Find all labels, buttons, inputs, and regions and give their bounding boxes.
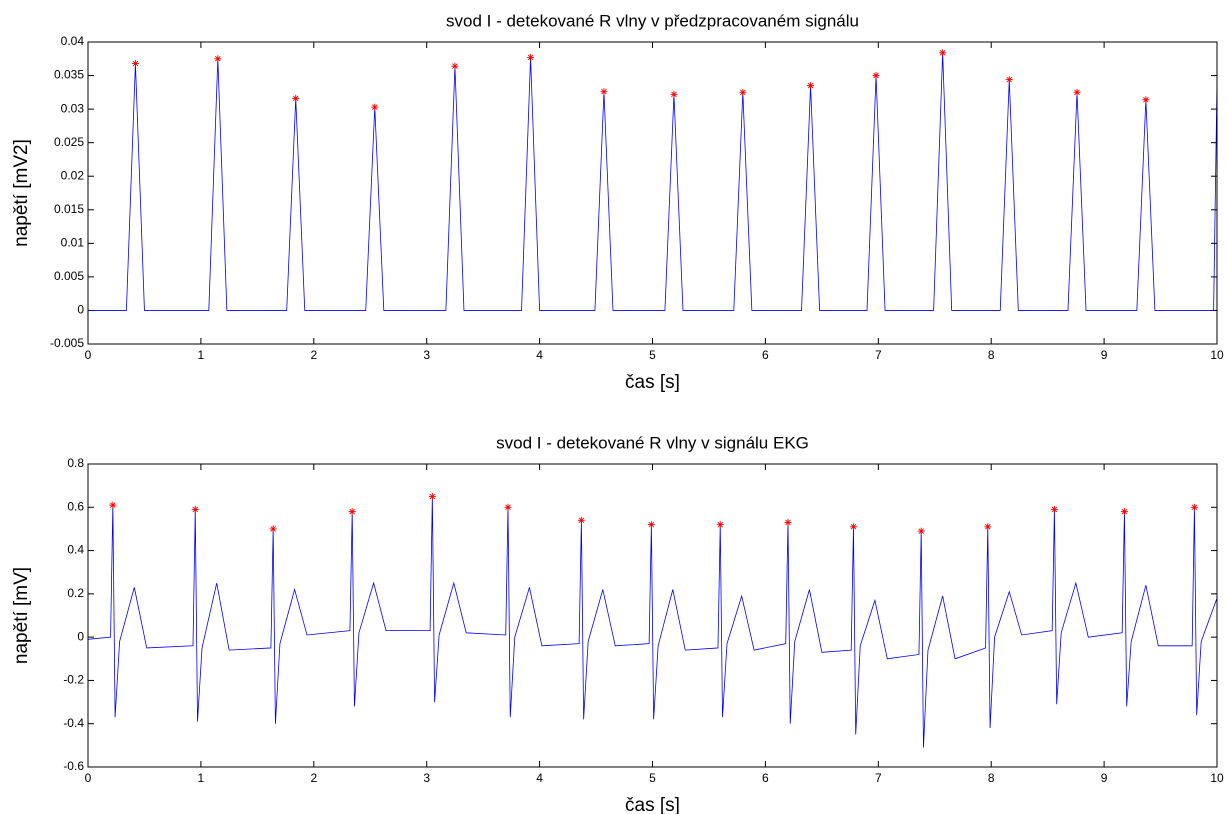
r-peak-marker xyxy=(214,55,222,63)
x-tick-label: 6 xyxy=(762,771,769,785)
x-tick-label: 4 xyxy=(536,771,543,785)
r-peak-marker xyxy=(577,516,585,524)
r-peak-marker xyxy=(269,525,277,533)
r-peak-marker xyxy=(939,49,947,57)
r-peak-marker xyxy=(1120,508,1128,516)
x-tick-label: 1 xyxy=(198,771,205,785)
r-peak-marker xyxy=(917,527,925,535)
r-peak-marker xyxy=(191,505,199,513)
r-peak-marker xyxy=(109,501,117,509)
chart-title: svod I - detekované R vlny v předzpracov… xyxy=(446,11,859,30)
x-tick-label: 6 xyxy=(762,348,769,362)
y-tick-label: -0.4 xyxy=(63,716,84,730)
y-tick-label: 0.6 xyxy=(67,499,84,513)
y-tick-label: -0.2 xyxy=(63,673,84,687)
x-tick-label: 5 xyxy=(649,348,656,362)
x-axis-label: čas [s] xyxy=(625,372,680,393)
y-tick-label: 0.015 xyxy=(54,202,84,216)
r-peak-marker xyxy=(428,492,436,500)
r-peak-marker xyxy=(1073,88,1081,96)
y-tick-label: 0 xyxy=(77,629,84,643)
r-peak-marker xyxy=(872,72,880,80)
axes-box xyxy=(87,463,1218,768)
r-peak-marker xyxy=(670,90,678,98)
axes-box xyxy=(87,41,1218,345)
plot-area xyxy=(88,42,1217,344)
r-peak-marker xyxy=(600,88,608,96)
x-tick-label: 7 xyxy=(875,348,882,362)
signal-line xyxy=(88,52,1218,311)
r-peak-marker xyxy=(527,53,535,61)
x-tick-label: 0 xyxy=(85,771,92,785)
y-axis-label: napětí [mV2] xyxy=(11,139,32,247)
r-peak-marker xyxy=(849,523,857,531)
r-peak-marker xyxy=(451,62,459,70)
x-tick-label: 9 xyxy=(1101,771,1108,785)
signal-line xyxy=(87,496,1218,748)
r-peak-marker xyxy=(784,518,792,526)
r-peak-marker xyxy=(984,523,992,531)
x-tick-label: 1 xyxy=(198,348,205,362)
r-peak-marker xyxy=(739,88,747,96)
y-tick-label: 0.04 xyxy=(61,34,85,48)
y-axis-label: napětí [mV] xyxy=(11,567,32,664)
x-tick-label: 3 xyxy=(423,771,430,785)
x-tick-label: 10 xyxy=(1210,348,1224,362)
x-tick-label: 4 xyxy=(536,348,543,362)
r-peak-marker xyxy=(131,59,139,67)
x-tick-label: 0 xyxy=(85,348,92,362)
y-tick-label: 0.02 xyxy=(61,168,85,182)
r-peak-marker xyxy=(1005,76,1013,84)
r-peak-marker xyxy=(716,521,724,529)
r-peak-marker xyxy=(348,508,356,516)
chart-title: svod I - detekované R vlny v signálu EKG xyxy=(496,433,809,452)
x-tick-label: 2 xyxy=(310,771,317,785)
x-tick-label: 10 xyxy=(1210,771,1224,785)
r-peak-marker xyxy=(292,94,300,102)
y-tick-label: 0.025 xyxy=(54,135,84,149)
x-tick-label: 9 xyxy=(1101,348,1108,362)
x-axis-label: čas [s] xyxy=(625,795,680,814)
r-peak-marker xyxy=(1142,96,1150,104)
x-tick-label: 3 xyxy=(423,348,430,362)
x-tick-label: 2 xyxy=(310,348,317,362)
y-tick-label: 0.005 xyxy=(54,269,84,283)
y-tick-label: -0.005 xyxy=(50,336,84,350)
y-tick-label: 0 xyxy=(77,303,84,317)
r-peak-marker xyxy=(807,82,815,90)
y-tick-label: 0.035 xyxy=(54,68,84,82)
x-tick-label: 7 xyxy=(875,771,882,785)
r-peak-marker xyxy=(647,521,655,529)
r-peak-marker xyxy=(371,103,379,111)
x-tick-label: 8 xyxy=(988,348,995,362)
y-tick-label: 0.01 xyxy=(61,236,85,250)
y-tick-label: -0.6 xyxy=(63,759,84,773)
r-peak-marker xyxy=(1050,505,1058,513)
x-tick-label: 5 xyxy=(649,771,656,785)
y-tick-label: 0.2 xyxy=(67,586,84,600)
y-tick-label: 0.03 xyxy=(61,101,85,115)
y-tick-label: 0.4 xyxy=(67,543,84,557)
r-peak-marker xyxy=(1190,503,1198,511)
r-peak-marker xyxy=(504,503,512,511)
x-tick-label: 8 xyxy=(988,771,995,785)
y-tick-label: 0.8 xyxy=(67,456,84,470)
